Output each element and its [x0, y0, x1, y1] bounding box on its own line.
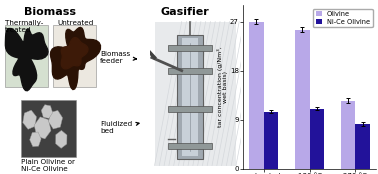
Text: Biomass: Biomass — [24, 7, 76, 17]
Text: Untreated: Untreated — [57, 20, 93, 26]
Polygon shape — [48, 110, 63, 129]
FancyBboxPatch shape — [182, 38, 198, 156]
Bar — [249, 22, 264, 169]
Bar — [264, 112, 278, 169]
Text: Biomass
feeder: Biomass feeder — [100, 51, 136, 64]
FancyBboxPatch shape — [53, 25, 96, 87]
FancyBboxPatch shape — [5, 25, 48, 87]
FancyBboxPatch shape — [168, 45, 212, 51]
Bar — [355, 124, 370, 169]
Polygon shape — [34, 117, 51, 139]
FancyBboxPatch shape — [168, 143, 212, 149]
Text: Thermally-
treated: Thermally- treated — [5, 20, 43, 33]
Text: Gasifier: Gasifier — [160, 7, 209, 17]
FancyBboxPatch shape — [168, 106, 212, 112]
Polygon shape — [61, 38, 88, 69]
Text: Fluidized
bed: Fluidized bed — [100, 121, 139, 134]
Polygon shape — [5, 29, 48, 91]
Text: Plain Olivine or
Ni-Ce Olivine: Plain Olivine or Ni-Ce Olivine — [21, 159, 75, 172]
Polygon shape — [41, 105, 53, 118]
Polygon shape — [29, 132, 41, 147]
FancyBboxPatch shape — [177, 35, 203, 159]
FancyBboxPatch shape — [168, 68, 212, 74]
Y-axis label: tar concentration (g/Nm³,
wet basis): tar concentration (g/Nm³, wet basis) — [217, 47, 228, 127]
FancyBboxPatch shape — [155, 22, 236, 165]
Bar — [295, 30, 310, 169]
Polygon shape — [51, 27, 101, 90]
FancyBboxPatch shape — [21, 100, 76, 157]
Bar — [341, 101, 355, 169]
Legend: Olivine, Ni-Ce Olivine: Olivine, Ni-Ce Olivine — [313, 9, 373, 27]
Polygon shape — [56, 130, 67, 148]
Bar — [310, 109, 324, 169]
Polygon shape — [23, 110, 37, 129]
